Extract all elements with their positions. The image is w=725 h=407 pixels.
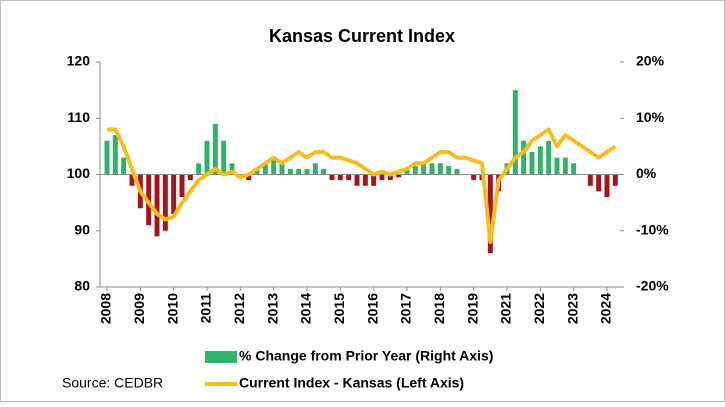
x-tick-label: 2016 bbox=[364, 293, 380, 324]
bar bbox=[154, 174, 160, 237]
bar bbox=[179, 174, 185, 197]
x-tick-label: 2019 bbox=[464, 293, 480, 324]
y2-tick-label: 20% bbox=[636, 53, 665, 69]
bar bbox=[412, 166, 418, 175]
x-tick-label: 2012 bbox=[231, 293, 247, 324]
bar bbox=[337, 174, 343, 181]
x-tick-label: 2011 bbox=[198, 293, 214, 324]
bar bbox=[287, 168, 293, 175]
y-tick-label: 80 bbox=[74, 278, 90, 294]
x-tick-label: 2024 bbox=[598, 293, 614, 324]
bar bbox=[162, 174, 168, 231]
y-tick-label: 90 bbox=[74, 221, 90, 237]
bar bbox=[587, 174, 593, 186]
bar bbox=[546, 140, 552, 175]
x-tick-label: 2015 bbox=[331, 293, 347, 324]
x-tick-label: 2023 bbox=[564, 293, 580, 324]
bar bbox=[454, 168, 460, 175]
bar bbox=[404, 168, 410, 175]
bar bbox=[429, 163, 435, 175]
bar bbox=[129, 174, 135, 186]
y2-tick-label: -10% bbox=[636, 221, 669, 237]
y-tick-label: 100 bbox=[67, 165, 91, 181]
bar bbox=[121, 157, 127, 175]
bar bbox=[562, 157, 568, 175]
bar bbox=[521, 140, 527, 175]
bar bbox=[537, 146, 543, 175]
x-tick-label: 2009 bbox=[131, 293, 147, 324]
bar bbox=[612, 174, 618, 186]
legend-swatch bbox=[205, 351, 237, 363]
x-tick-label: 2017 bbox=[398, 293, 414, 324]
y2-tick-label: 0% bbox=[636, 165, 657, 181]
bar bbox=[529, 152, 535, 175]
bar bbox=[387, 174, 393, 181]
x-tick-label: 2010 bbox=[164, 293, 180, 324]
y2-tick-label: -20% bbox=[636, 278, 669, 294]
x-tick-label: 2013 bbox=[264, 293, 280, 324]
bar bbox=[212, 123, 218, 175]
legend-label: % Change from Prior Year (Right Axis) bbox=[239, 348, 493, 364]
bar bbox=[104, 140, 110, 175]
bar bbox=[554, 157, 560, 175]
bar bbox=[171, 174, 177, 214]
x-tick-label: 2008 bbox=[98, 293, 114, 324]
bar bbox=[346, 174, 352, 181]
bar bbox=[279, 163, 285, 175]
legend-label: Current Index - Kansas (Left Axis) bbox=[239, 375, 464, 391]
bar bbox=[254, 168, 260, 175]
bar bbox=[112, 135, 118, 175]
source: Source: CEDBR bbox=[62, 375, 163, 391]
bar bbox=[312, 163, 318, 175]
bar bbox=[487, 174, 493, 254]
bar bbox=[446, 166, 452, 175]
bar bbox=[437, 163, 443, 175]
bar bbox=[604, 174, 610, 197]
bar bbox=[271, 157, 277, 175]
bar bbox=[571, 163, 577, 175]
x-tick-label: 2022 bbox=[531, 293, 547, 324]
bar bbox=[296, 168, 302, 175]
bar bbox=[229, 163, 235, 175]
bar bbox=[371, 174, 377, 186]
bar bbox=[471, 174, 477, 181]
y-tick-label: 110 bbox=[67, 109, 90, 125]
chart-title: Kansas Current Index bbox=[269, 26, 455, 46]
bar bbox=[221, 140, 227, 175]
bar bbox=[246, 174, 252, 181]
bar bbox=[596, 174, 602, 192]
bar bbox=[262, 163, 268, 175]
bar bbox=[512, 90, 518, 175]
bar bbox=[379, 174, 385, 181]
bar bbox=[421, 163, 427, 175]
bar bbox=[304, 168, 310, 175]
bar bbox=[329, 174, 335, 181]
bar bbox=[196, 163, 202, 175]
y2-tick-label: 10% bbox=[636, 109, 665, 125]
bar bbox=[321, 168, 327, 175]
bar bbox=[187, 174, 193, 181]
bar bbox=[396, 174, 402, 178]
x-tick-label: 2014 bbox=[298, 293, 314, 324]
bar bbox=[362, 174, 368, 186]
line bbox=[107, 127, 617, 244]
y-tick-label: 120 bbox=[67, 53, 91, 69]
x-tick-label: 2021 bbox=[498, 293, 514, 324]
bar bbox=[354, 174, 360, 186]
bar bbox=[204, 140, 210, 175]
x-tick-label: 2018 bbox=[431, 293, 447, 324]
